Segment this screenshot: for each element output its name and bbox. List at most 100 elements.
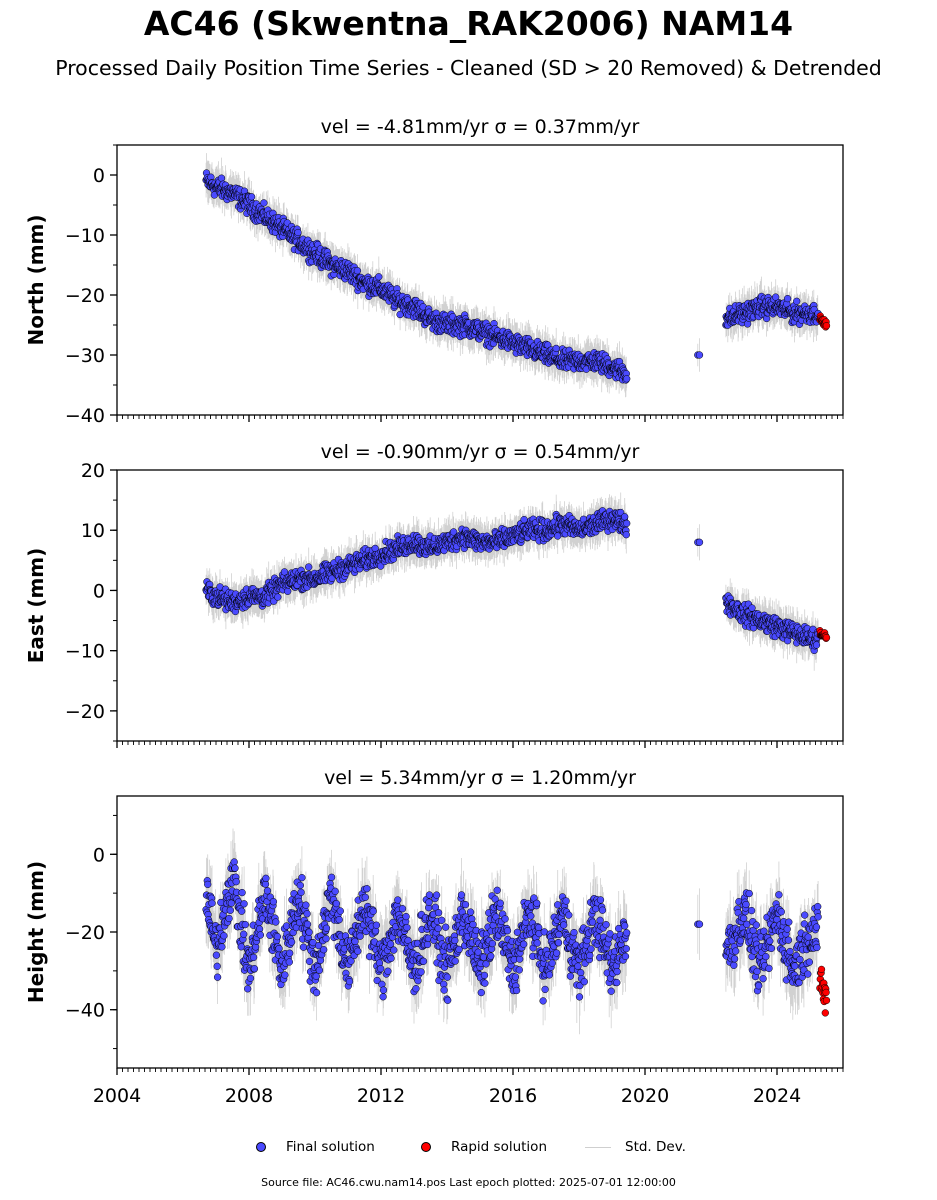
final-solution-point [249,953,258,962]
panel-title: vel = 5.34mm/yr σ = 1.20mm/yr [324,767,636,789]
final-solution-point [621,513,629,521]
final-solution-point [621,922,629,930]
final-solution-point [455,945,463,954]
final-solution-point [554,939,563,947]
final-solution-point [565,911,573,919]
final-solution-point [480,953,488,961]
final-solution-point [736,937,745,945]
charts-canvas: vel = -4.81mm/yr σ = 0.37mm/yr North (mm)… [24,116,844,1107]
final-solution-point [217,174,226,182]
final-solution-point [621,952,630,961]
final-solution-point [403,923,411,932]
final-solution-point [256,931,265,939]
final-solution-point [574,962,582,970]
y-tick-label: −10 [65,225,105,247]
final-solution-point [384,967,392,975]
x-tick-label: 2004 [93,1085,141,1107]
final-solution-point [246,974,255,982]
final-solution-point [520,515,528,524]
final-solution-point [440,986,448,994]
y-tick-label: −10 [65,641,105,663]
final-solution-point [375,273,383,281]
final-solution-point [747,906,756,915]
final-solution-point [812,641,821,649]
final-solution-point [372,921,381,929]
final-solution-point [354,947,362,955]
final-solution-point [555,930,563,939]
final-solution-point [404,936,412,945]
final-solution-point [260,199,268,207]
plot-area [202,492,831,671]
final-solution-point [231,864,239,872]
final-solution-point [474,948,482,956]
final-solution-point [438,916,446,924]
final-solution-point [320,946,328,954]
final-solution-point [742,900,750,909]
final-solution-point [444,996,452,1004]
y-tick-label: 0 [93,165,105,187]
y-tick-label: −30 [65,345,105,367]
final-solution-point [760,927,768,935]
final-solution-point [786,947,794,956]
final-solution-point [533,899,541,907]
final-solution-point [796,955,804,964]
final-solution-point [327,873,336,881]
final-solution-point [434,909,443,917]
final-solution-point [814,913,822,921]
legend-rapid: Rapid solution [421,1136,547,1158]
figure-subtitle: Processed Daily Position Time Series - C… [55,56,882,80]
final-solution-point [480,971,489,980]
final-solution-point [238,888,246,897]
final-solution-point [379,993,387,1001]
final-solution-point [305,957,314,966]
final-solution-point [777,908,785,916]
final-solution-point [336,907,344,915]
final-solution-point [240,900,248,908]
y-tick-label: 20 [81,460,105,482]
final-solution-point [622,531,630,539]
final-solution-point [226,906,234,914]
final-solution-point [552,344,560,353]
final-solution-point [213,962,221,970]
final-solution-point [804,933,812,941]
final-solution-point [417,968,425,976]
final-solution-point [527,912,535,920]
final-solution-point [775,891,783,899]
final-solution-point [449,528,458,536]
final-solution-point [801,911,809,919]
rapid-solution-point [822,322,831,330]
final-solution-point [513,928,522,936]
final-solution-point [241,920,249,929]
final-solution-point [273,932,282,941]
final-solution-point [560,921,568,929]
final-solution-point [353,267,362,275]
final-solution-point [539,997,547,1005]
final-solution-point [765,964,773,973]
final-solution-point [554,901,562,909]
final-solution-point [332,899,341,908]
final-solution-point [596,916,604,924]
final-solution-point [552,949,561,957]
final-solution-point [596,896,605,904]
final-solution-point [566,972,575,980]
legend-std: Std. Dev. [585,1136,686,1158]
final-solution-point [598,906,607,914]
final-solution-point [314,941,323,950]
plot-area [202,828,831,1035]
final-solution-point [793,297,801,305]
final-solution-point [269,898,278,906]
final-solution-point [451,957,459,965]
y-tick-label: −20 [65,701,105,723]
final-solution-point [607,987,615,995]
final-solution-point [208,899,216,907]
final-solution-point [503,927,512,935]
final-solution-point [379,986,388,994]
y-tick-label: 10 [81,520,105,542]
final-solution-point [461,900,470,909]
final-solution-point [695,351,704,359]
final-solution-point [466,908,475,916]
y-tick-label: 0 [93,580,105,602]
final-solution-point [487,952,495,960]
final-solution-point [800,920,808,928]
final-solution-point [501,915,509,923]
